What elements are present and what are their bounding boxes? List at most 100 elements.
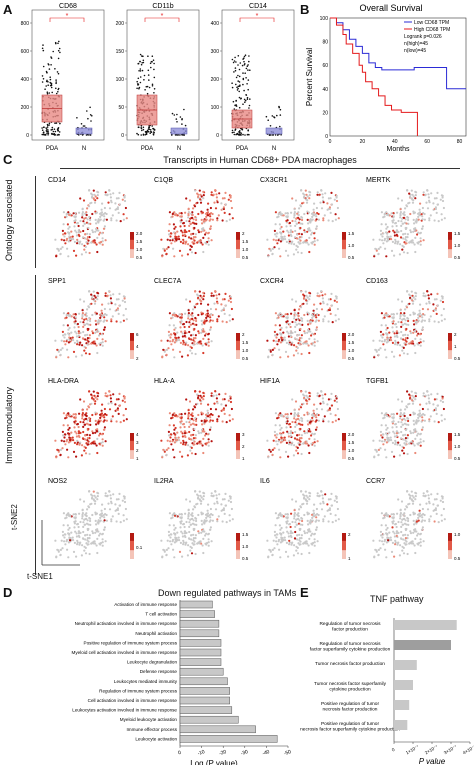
tsne-cell xyxy=(268,348,271,351)
tsne-cell xyxy=(94,496,97,499)
tsne-cell xyxy=(315,326,318,329)
tsne-cell xyxy=(67,428,70,431)
tsne-cell xyxy=(196,293,199,296)
tsne-cell xyxy=(292,354,295,357)
tsne-cell xyxy=(284,413,287,416)
tsne2-axis-label: t-SNE2 xyxy=(10,504,19,530)
tsne-cell xyxy=(319,402,322,405)
tsne-cell xyxy=(386,436,389,439)
tsne-cell xyxy=(290,312,293,315)
tsne-cell xyxy=(121,299,124,302)
tsne-cell xyxy=(271,548,274,551)
tsne-cell xyxy=(428,320,431,323)
tsne-cell xyxy=(301,519,304,523)
survival-curve-high xyxy=(330,17,418,136)
tsne-cell xyxy=(67,240,70,243)
tsne-cell xyxy=(300,452,303,456)
tsne-cell xyxy=(176,331,179,334)
tsne-cell xyxy=(109,297,112,300)
tsne-cell xyxy=(430,493,433,496)
tsne-cell xyxy=(99,519,102,522)
tsne-cell xyxy=(391,526,394,529)
tsne-cell xyxy=(422,392,425,395)
tsne-cell xyxy=(286,313,289,316)
tsne-cell xyxy=(170,333,173,336)
tsne-cell xyxy=(399,317,402,320)
tsne-cell xyxy=(437,220,440,223)
tsne-cell xyxy=(96,391,99,394)
tsne-cell xyxy=(392,229,395,232)
tsne-cell xyxy=(296,334,299,337)
tsne-cell xyxy=(111,415,114,418)
data-point xyxy=(246,133,249,136)
tsne-cell xyxy=(307,444,310,447)
d-bar xyxy=(179,610,215,618)
tsne-cell xyxy=(91,212,94,216)
tsne-cell xyxy=(107,201,110,204)
tsne-cell xyxy=(286,516,289,519)
data-point xyxy=(231,131,234,134)
tsne-cell xyxy=(312,309,315,312)
tsne-cell xyxy=(424,394,427,397)
tsne-cell xyxy=(291,197,294,200)
tsne-cell xyxy=(82,199,86,202)
tsne-cell xyxy=(185,240,188,243)
tsne-cell xyxy=(67,211,70,214)
data-point xyxy=(267,119,270,121)
tsne-cell xyxy=(269,249,272,252)
data-point xyxy=(239,84,241,86)
color-scale-label: 6 xyxy=(136,332,139,337)
tsne-cell xyxy=(116,207,119,211)
data-point xyxy=(58,47,61,50)
tsne-cell xyxy=(331,220,334,223)
tsne-cell xyxy=(294,500,298,503)
tsne-cell xyxy=(303,313,306,317)
tsne-cell xyxy=(176,531,179,534)
tsne-cell xyxy=(190,233,193,236)
tsne-cell xyxy=(292,454,295,457)
tsne-cell xyxy=(307,512,310,515)
tsne-cell xyxy=(400,321,403,324)
tsne-cell xyxy=(192,238,195,241)
tsne-cell xyxy=(289,229,292,232)
boxplot-title: CD14 xyxy=(249,3,267,10)
tsne-cell xyxy=(313,533,316,536)
tsne-cell xyxy=(394,242,397,245)
tsne-cell xyxy=(81,211,84,214)
tsne-cell xyxy=(380,312,383,315)
color-scale-label: 2 xyxy=(242,231,245,236)
tsne-cell xyxy=(59,353,62,356)
tsne-cell xyxy=(207,243,210,246)
tsne-cell xyxy=(408,442,411,445)
tsne-cell xyxy=(114,202,117,205)
tsne-cell xyxy=(56,548,59,551)
tsne-cell xyxy=(305,193,308,196)
tsne-cell xyxy=(208,213,211,216)
tsne-cell xyxy=(62,223,65,226)
tsne-cell xyxy=(417,432,420,435)
tsne-cell xyxy=(178,513,181,516)
tsne-cell xyxy=(402,346,405,349)
tsne-cell xyxy=(179,541,182,544)
tsne-cell xyxy=(379,530,382,533)
tsne-cell xyxy=(300,416,303,420)
tsne-cell xyxy=(393,332,396,335)
tsne-cell xyxy=(204,413,208,416)
color-scale-label: 4 xyxy=(136,432,139,437)
tsne-cell xyxy=(182,443,185,446)
tsne-cell xyxy=(57,550,60,553)
gene-label: TGFB1 xyxy=(366,378,389,385)
tsne-cell xyxy=(286,420,289,423)
tsne-cell xyxy=(91,530,94,533)
tsne-cell xyxy=(96,190,99,193)
tsne-cell xyxy=(198,340,201,343)
tsne-cell xyxy=(315,526,318,529)
tsne-cell xyxy=(183,425,186,429)
tsne-cell xyxy=(194,452,197,456)
tsne-cell xyxy=(216,402,219,405)
tsne-cell xyxy=(298,238,301,241)
tsne-cell xyxy=(313,237,316,240)
tsne-cell xyxy=(83,222,87,225)
tsne-cell xyxy=(190,313,193,316)
